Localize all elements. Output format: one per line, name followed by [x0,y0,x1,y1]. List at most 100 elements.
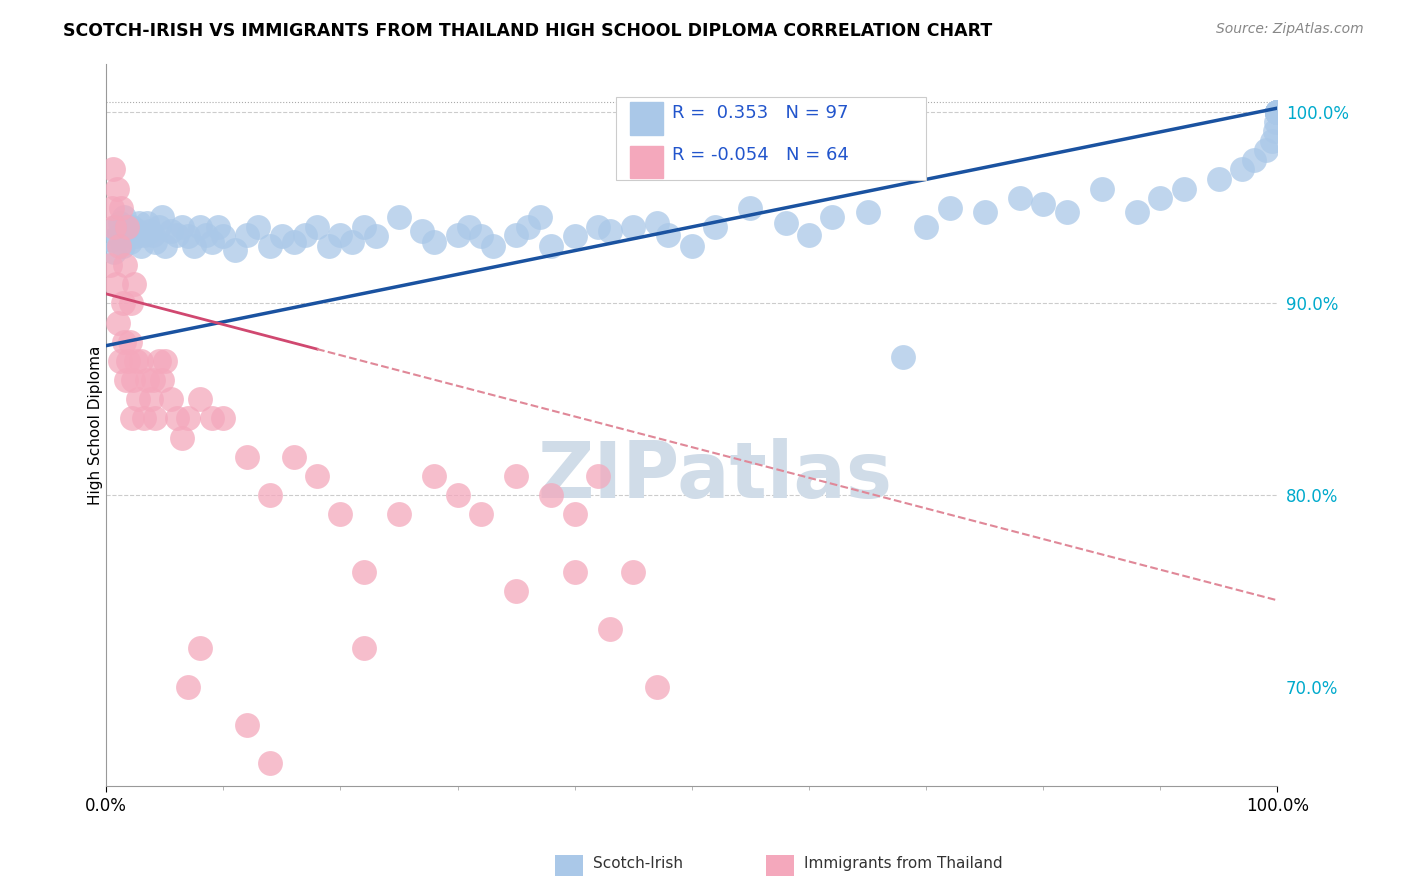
Point [121,219,143,234]
Point [259,756,281,771]
Point [103,244,125,259]
Point [1267,104,1289,119]
Text: Scotch-Irish: Scotch-Irish [593,856,683,871]
Point [139,392,162,407]
Point [1008,191,1031,205]
Point [470,507,492,521]
Point [516,219,538,234]
Point [136,373,159,387]
Point [159,224,181,238]
Point [318,239,340,253]
Text: R = -0.054   N = 64: R = -0.054 N = 64 [672,145,849,163]
Point [212,411,235,425]
Point [353,641,375,656]
Point [177,680,200,694]
Point [411,224,433,238]
Point [1265,114,1288,128]
Point [797,227,820,242]
Point [657,227,679,242]
Point [103,162,125,177]
Y-axis label: High School Diploma: High School Diploma [87,345,103,505]
Point [236,227,259,242]
Point [540,488,562,502]
Bar [630,145,662,178]
Point [131,354,153,368]
Point [115,373,138,387]
Point [564,565,586,579]
Point [1267,104,1289,119]
Point [259,488,281,502]
Point [120,296,142,310]
Point [599,224,621,238]
Text: ZIPatlas: ZIPatlas [537,438,893,514]
Point [283,795,305,809]
Point [110,216,132,230]
Point [117,219,139,234]
Point [142,227,165,242]
Point [1173,181,1195,195]
Point [145,411,167,425]
Point [446,488,468,502]
Point [212,229,235,244]
Point [586,468,609,483]
Point [294,227,316,242]
Point [915,219,938,234]
Point [172,431,194,445]
Point [973,204,995,219]
Point [159,392,181,407]
Point [645,680,668,694]
Point [1056,204,1078,219]
Point [1267,104,1289,119]
Point [105,181,128,195]
Point [938,201,960,215]
Bar [630,103,662,135]
Point [307,219,329,234]
Point [599,622,621,636]
Point [505,583,527,598]
Point [423,235,446,250]
Point [112,211,135,225]
Point [138,224,160,238]
Point [283,235,305,250]
Point [891,350,914,364]
Point [564,507,586,521]
Point [388,507,411,521]
Point [856,204,879,219]
Point [153,354,176,368]
Point [329,507,352,521]
Point [112,334,135,349]
Point [107,229,129,244]
Point [1032,197,1054,211]
Point [127,224,149,238]
Point [540,239,562,253]
Point [107,316,129,330]
Point [645,216,668,230]
Point [388,211,411,225]
Point [505,227,527,242]
Point [236,450,259,464]
Point [340,235,363,250]
Point [166,411,188,425]
Point [127,392,149,407]
Point [121,411,143,425]
Point [117,354,139,368]
Point [132,411,155,425]
Point [201,235,224,250]
Point [103,219,125,234]
Point [98,258,121,272]
Point [132,227,155,242]
Point [1232,162,1254,177]
Point [122,373,145,387]
Point [145,235,167,250]
FancyBboxPatch shape [616,96,927,179]
Point [1267,104,1289,119]
Point [188,641,211,656]
Point [423,468,446,483]
Point [1254,143,1277,157]
Point [110,201,132,215]
Point [224,243,246,257]
Point [283,450,305,464]
Point [114,224,136,238]
Point [364,229,387,244]
Point [1267,104,1289,119]
